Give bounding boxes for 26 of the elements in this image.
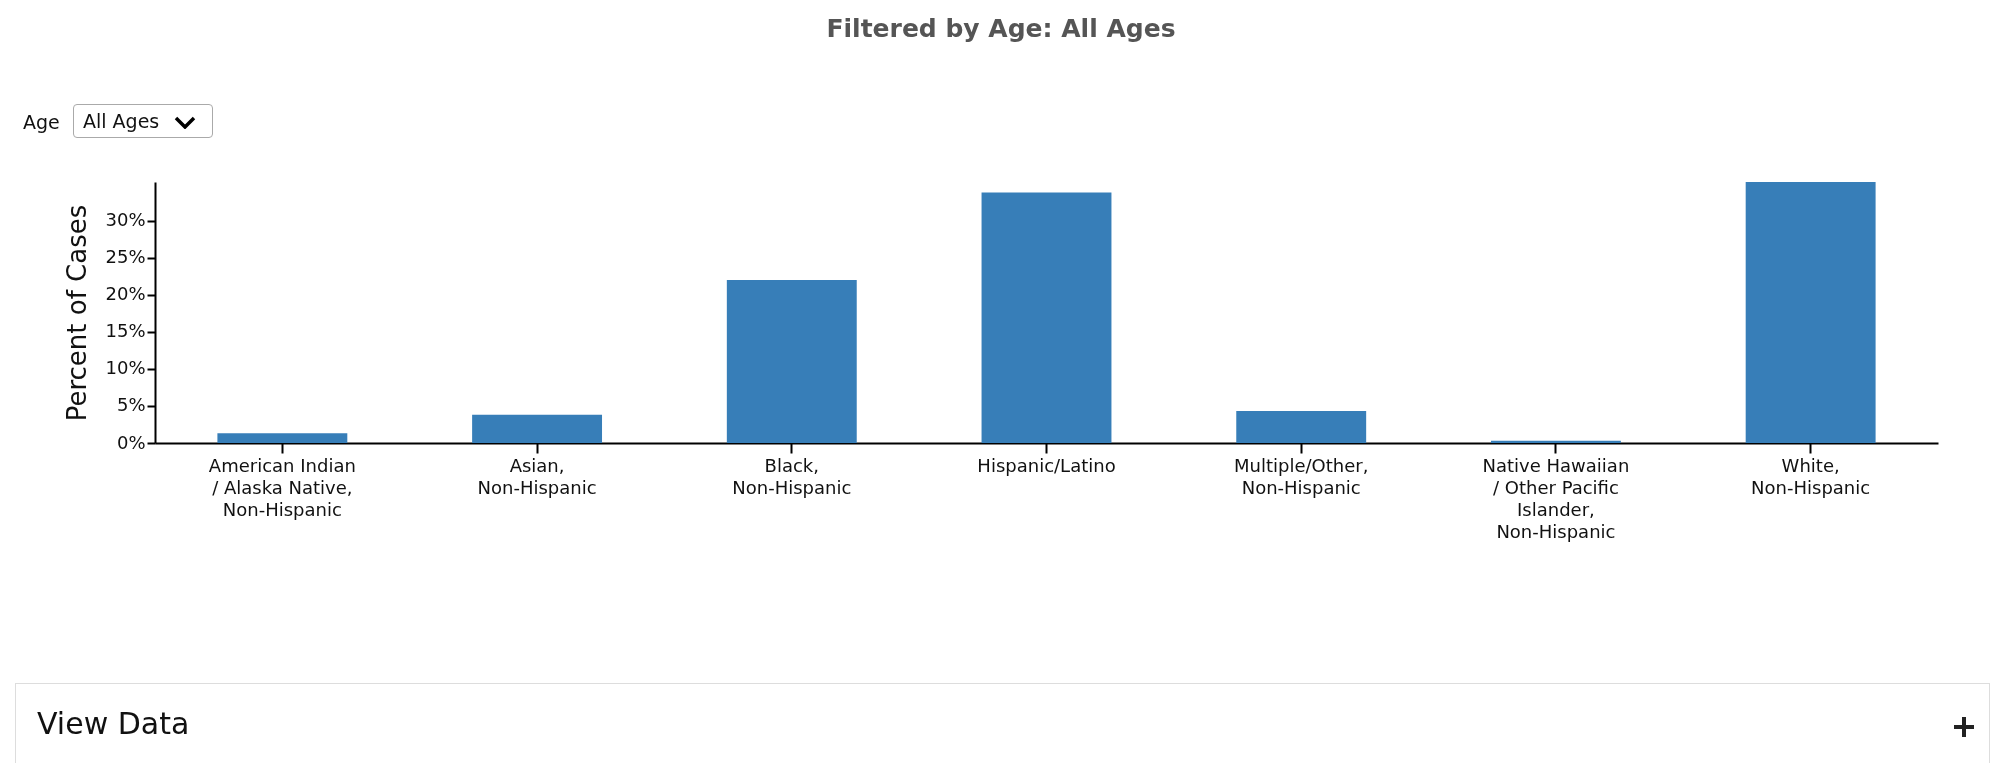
x-tick-label: Multiple/Other, Non-Hispanic (1234, 454, 1369, 498)
chart-title: Filtered by Age: All Ages (825, 14, 1177, 43)
x-tick-label: Asian, Non-Hispanic (477, 454, 597, 498)
x-tick-label: Hispanic/Latino (977, 454, 1116, 476)
y-tick-label: 10% (105, 357, 146, 379)
bar (1745, 182, 1876, 443)
y-axis-title: Percent of Cases (62, 204, 93, 422)
x-tick-label: Native Hawaiian / Other Pacific Islander, Non-Hispanic (1482, 454, 1630, 542)
bar (981, 192, 1112, 443)
bar (726, 279, 857, 443)
y-tick-label: 30% (105, 209, 146, 231)
y-tick-label: 5% (116, 394, 146, 416)
bar (1490, 440, 1621, 443)
text: All Ages (83, 110, 160, 132)
y-tick-label: 25% (105, 246, 146, 268)
x-tick-label: Black, Non-Hispanic (732, 454, 852, 498)
y-tick-label: 0% (116, 431, 146, 453)
bar (472, 414, 603, 443)
x-tick-label: White, Non-Hispanic (1751, 454, 1871, 498)
text: Age (23, 111, 60, 133)
text: View Data (37, 706, 190, 741)
bar (217, 433, 348, 443)
y-tick-label: 15% (105, 320, 146, 342)
bar (1236, 411, 1367, 443)
x-tick-label: American Indian / Alaska Native, Non-Hispanic (208, 454, 356, 520)
y-tick-label: 20% (105, 283, 146, 305)
